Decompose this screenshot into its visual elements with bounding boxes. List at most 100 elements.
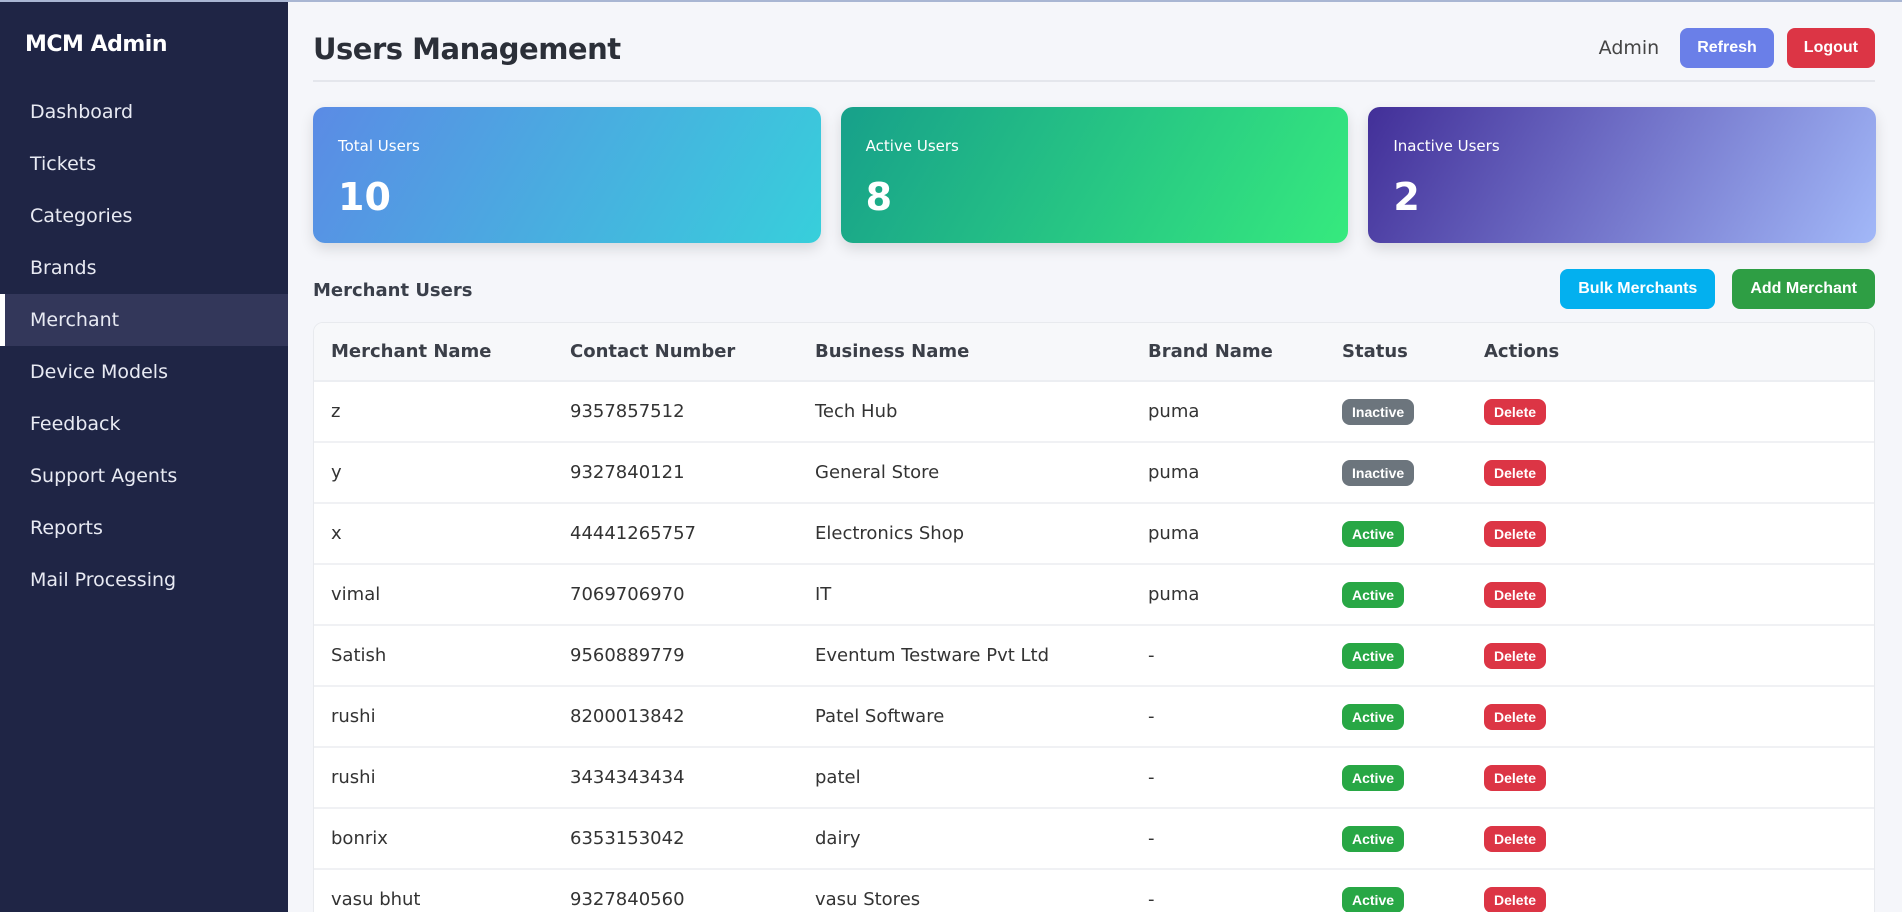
sidebar-item-tickets[interactable]: Tickets: [30, 153, 97, 175]
cell-name: x: [314, 503, 553, 565]
cell-business: IT: [798, 564, 1131, 626]
table-header-row: Merchant Name Contact Number Business Name…: [314, 323, 1874, 382]
column-header: Status: [1325, 323, 1467, 382]
status-badge: Active: [1342, 581, 1405, 608]
sidebar-item-categories[interactable]: Categories: [30, 205, 133, 227]
sidebar-nav: Dashboard Tickets Categories Brands Merchant…: [0, 86, 288, 606]
cell-status: Inactive: [1325, 442, 1467, 504]
stat-value: 8: [865, 175, 893, 219]
merchant-table: Merchant Name Contact Number Business Name…: [313, 322, 1875, 912]
cell-business: dairy: [798, 808, 1131, 870]
stat-card-total: Total Users 10: [313, 107, 821, 243]
cell-brand: puma: [1131, 381, 1325, 443]
cell-contact: 9560889779: [553, 625, 798, 687]
status-badge: Active: [1342, 703, 1405, 730]
cell-business: Patel Software: [798, 686, 1131, 748]
cell-status: Active: [1325, 686, 1467, 748]
stat-label: Active Users: [865, 137, 959, 155]
cell-name: vasu bhut: [314, 869, 553, 912]
cell-contact: 9357857512: [553, 381, 798, 443]
cell-brand: -: [1131, 869, 1325, 912]
sidebar-item-mail-processing[interactable]: Mail Processing: [30, 569, 177, 591]
table-row: rushi 8200013842 Patel Software - Active Dele…: [314, 686, 1874, 748]
cell-contact: 9327840560: [553, 869, 798, 912]
cell-status: Active: [1325, 503, 1467, 565]
logout-button[interactable]: Logout: [1786, 28, 1875, 68]
cell-brand: -: [1131, 686, 1325, 748]
cell-actions: Delete: [1467, 625, 1874, 687]
refresh-button[interactable]: Refresh: [1680, 28, 1774, 68]
add-merchant-button[interactable]: Add Merchant: [1732, 269, 1875, 309]
cell-actions: Delete: [1467, 503, 1874, 565]
table-row: rushi 3434343434 patel - Active Delete: [314, 747, 1874, 809]
cell-brand: -: [1131, 625, 1325, 687]
cell-actions: Delete: [1467, 686, 1874, 748]
stat-label: Total Users: [338, 137, 420, 155]
delete-button[interactable]: Delete: [1484, 825, 1547, 852]
cell-business: patel: [798, 747, 1131, 809]
table-row: vimal 7069706970 IT puma Active Delete: [314, 564, 1874, 626]
table-row: bonrix 6353153042 dairy - Active Delete: [314, 808, 1874, 870]
sidebar-item-support-agents[interactable]: Support Agents: [30, 465, 178, 487]
status-badge: Active: [1342, 642, 1405, 669]
delete-button[interactable]: Delete: [1484, 886, 1547, 912]
sidebar-item-merchant[interactable]: Merchant: [0, 294, 288, 346]
header-divider: [313, 80, 1875, 82]
cell-status: Active: [1325, 747, 1467, 809]
status-badge: Active: [1342, 825, 1405, 852]
sidebar-item-brands[interactable]: Brands: [30, 257, 97, 279]
cell-name: Satish: [314, 625, 553, 687]
delete-button[interactable]: Delete: [1484, 398, 1547, 425]
app-brand: MCM Admin: [25, 32, 168, 57]
cell-status: Active: [1325, 625, 1467, 687]
sidebar-item-reports[interactable]: Reports: [30, 517, 103, 539]
column-header: Merchant Name: [314, 323, 553, 382]
delete-button[interactable]: Delete: [1484, 642, 1547, 669]
main-content: Users Management Admin Refresh Logout To…: [288, 2, 1902, 912]
status-badge: Active: [1342, 520, 1405, 547]
cell-contact: 3434343434: [553, 747, 798, 809]
cell-contact: 6353153042: [553, 808, 798, 870]
cell-business: Electronics Shop: [798, 503, 1131, 565]
sidebar-item-device-models[interactable]: Device Models: [30, 361, 168, 383]
cell-brand: -: [1131, 747, 1325, 809]
current-user: Admin: [1598, 37, 1660, 59]
cell-actions: Delete: [1467, 381, 1874, 443]
cell-actions: Delete: [1467, 747, 1874, 809]
delete-button[interactable]: Delete: [1484, 581, 1547, 608]
cell-status: Active: [1325, 564, 1467, 626]
column-header: Business Name: [798, 323, 1131, 382]
cell-business: General Store: [798, 442, 1131, 504]
stat-label: Inactive Users: [1393, 137, 1500, 155]
column-header: Contact Number: [553, 323, 798, 382]
status-badge: Active: [1342, 764, 1405, 791]
stat-value: 2: [1393, 175, 1420, 219]
column-header: Actions: [1467, 323, 1874, 382]
cell-actions: Delete: [1467, 869, 1874, 912]
cell-actions: Delete: [1467, 564, 1874, 626]
cell-contact: 8200013842: [553, 686, 798, 748]
sidebar-item-dashboard[interactable]: Dashboard: [30, 101, 134, 123]
cell-name: y: [314, 442, 553, 504]
delete-button[interactable]: Delete: [1484, 459, 1547, 486]
stat-card-inactive: Inactive Users 2: [1368, 107, 1877, 243]
sidebar-item-feedback[interactable]: Feedback: [30, 413, 121, 435]
cell-business: vasu Stores: [798, 869, 1131, 912]
delete-button[interactable]: Delete: [1484, 520, 1547, 547]
header-actions: Admin Refresh Logout: [1599, 28, 1875, 68]
stat-card-active: Active Users 8: [840, 107, 1349, 243]
table-row: x 44441265757 Electronics Shop puma Active De…: [314, 503, 1874, 565]
status-badge: Active: [1342, 886, 1405, 912]
cell-contact: 7069706970: [553, 564, 798, 626]
cell-actions: Delete: [1467, 442, 1874, 504]
cell-business: Eventum Testware Pvt Ltd: [798, 625, 1131, 687]
cell-status: Inactive: [1325, 381, 1467, 443]
table-row: z 9357857512 Tech Hub puma Inactive Delete: [314, 381, 1874, 443]
delete-button[interactable]: Delete: [1484, 703, 1547, 730]
delete-button[interactable]: Delete: [1484, 764, 1547, 791]
stats-cards: Total Users 10 Active Users 8 Inactive U…: [313, 107, 1877, 243]
cell-brand: puma: [1131, 442, 1325, 504]
cell-name: rushi: [314, 747, 553, 809]
bulk-merchants-button[interactable]: Bulk Merchants: [1560, 269, 1716, 309]
table-row: y 9327840121 General Store puma Inactive Dele…: [314, 442, 1874, 504]
